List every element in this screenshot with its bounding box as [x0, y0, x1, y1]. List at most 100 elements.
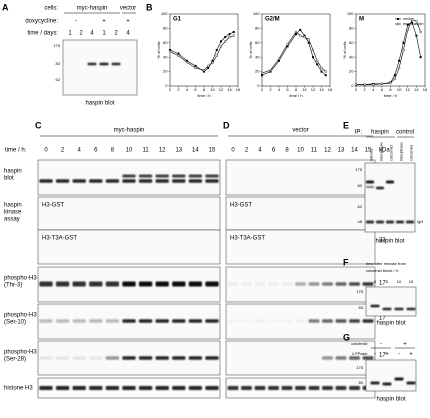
blot-band: [308, 319, 320, 323]
label: A: [2, 2, 9, 12]
blot-band: [172, 174, 186, 178]
label: 8: [111, 148, 115, 154]
label: 10: [126, 148, 133, 154]
blot-band: [72, 281, 86, 287]
label: haspin blot: [376, 397, 405, 403]
label: +: [409, 352, 413, 358]
blot-band: [172, 179, 186, 183]
label: 4: [78, 148, 82, 154]
label: % of cells: [342, 41, 347, 58]
label: interphase: [399, 142, 404, 161]
plot-frame: [261, 13, 331, 87]
blot-band: [72, 319, 86, 323]
point: [224, 36, 227, 39]
blot-band: [268, 282, 279, 286]
blot-band: [322, 386, 333, 390]
blot-band: [362, 356, 374, 360]
label: 16: [423, 87, 428, 92]
label: F: [343, 257, 349, 267]
blot-band: [349, 319, 360, 323]
point: [202, 68, 206, 72]
label: 175: [355, 167, 362, 172]
blot-band: [394, 377, 404, 381]
label: G1: [173, 17, 182, 23]
blot-band: [138, 356, 153, 360]
label: 10: [297, 148, 304, 154]
label: % of cells: [156, 41, 161, 58]
blot-band: [254, 386, 266, 390]
blot-band: [366, 220, 374, 224]
label: 0: [355, 87, 358, 92]
label: 14: [227, 87, 232, 92]
blot-band: [228, 319, 239, 323]
label: 4: [372, 87, 375, 92]
label: 83: [359, 305, 364, 310]
label: 175: [53, 43, 60, 48]
label: 48: [358, 219, 363, 224]
label: 4: [90, 31, 94, 37]
blot-band: [335, 282, 347, 286]
point: [186, 59, 188, 62]
point: [406, 23, 409, 26]
label: 11: [142, 148, 149, 154]
blot-band: [105, 319, 120, 323]
label: 4: [278, 87, 281, 92]
label: haspin: [371, 130, 389, 136]
blot-band: [406, 220, 414, 224]
blot-band: [111, 62, 121, 66]
point: [363, 83, 366, 86]
label: 10: [302, 87, 307, 92]
label: 12: [311, 87, 316, 92]
point: [207, 67, 210, 69]
label: phospho-H3: [4, 350, 37, 356]
label: haspin: [4, 203, 22, 209]
label: haspin blot: [85, 101, 114, 107]
blot-band: [268, 319, 279, 323]
point: [219, 45, 223, 48]
label: +: [403, 342, 407, 348]
point: [307, 41, 310, 44]
point: [320, 66, 323, 70]
label: time / h: [384, 93, 397, 98]
label: H3-GST: [42, 203, 64, 209]
label: 0: [257, 83, 260, 88]
blot-band: [172, 281, 186, 287]
blot-band: [254, 282, 266, 286]
blot-band: [122, 179, 136, 183]
point: [261, 74, 263, 77]
label: 12: [324, 148, 331, 154]
blot-band: [122, 174, 136, 178]
series-line: [169, 35, 234, 71]
blot-band: [386, 220, 394, 224]
point: [295, 33, 297, 36]
label: time / h: [289, 93, 302, 98]
label: H3-T3A-GST: [230, 236, 265, 242]
label: 4: [186, 87, 189, 92]
blot-band: [366, 180, 374, 184]
point: [177, 54, 180, 57]
label: 8: [389, 87, 392, 92]
blot-band: [205, 319, 219, 323]
label: (Ser-28): [4, 357, 26, 363]
label: 0: [169, 87, 172, 92]
label: 2: [79, 31, 83, 37]
blot-band: [55, 319, 70, 323]
blot-band: [155, 179, 169, 183]
label: time / days:: [27, 31, 58, 37]
blot-frame: [365, 359, 417, 392]
point: [203, 70, 205, 73]
label: 80: [349, 25, 354, 30]
label: 40: [255, 54, 260, 59]
label: 83: [56, 61, 61, 66]
blot-band: [295, 386, 306, 390]
point: [220, 40, 222, 43]
blot-band: [362, 282, 374, 286]
label: 83: [358, 183, 363, 188]
label: colcemid block / h:: [366, 268, 399, 273]
label: 2: [245, 148, 249, 154]
blot-band: [394, 307, 404, 311]
point: [324, 74, 327, 77]
point: [277, 57, 281, 60]
blot-band: [255, 319, 266, 323]
point: [177, 52, 180, 55]
